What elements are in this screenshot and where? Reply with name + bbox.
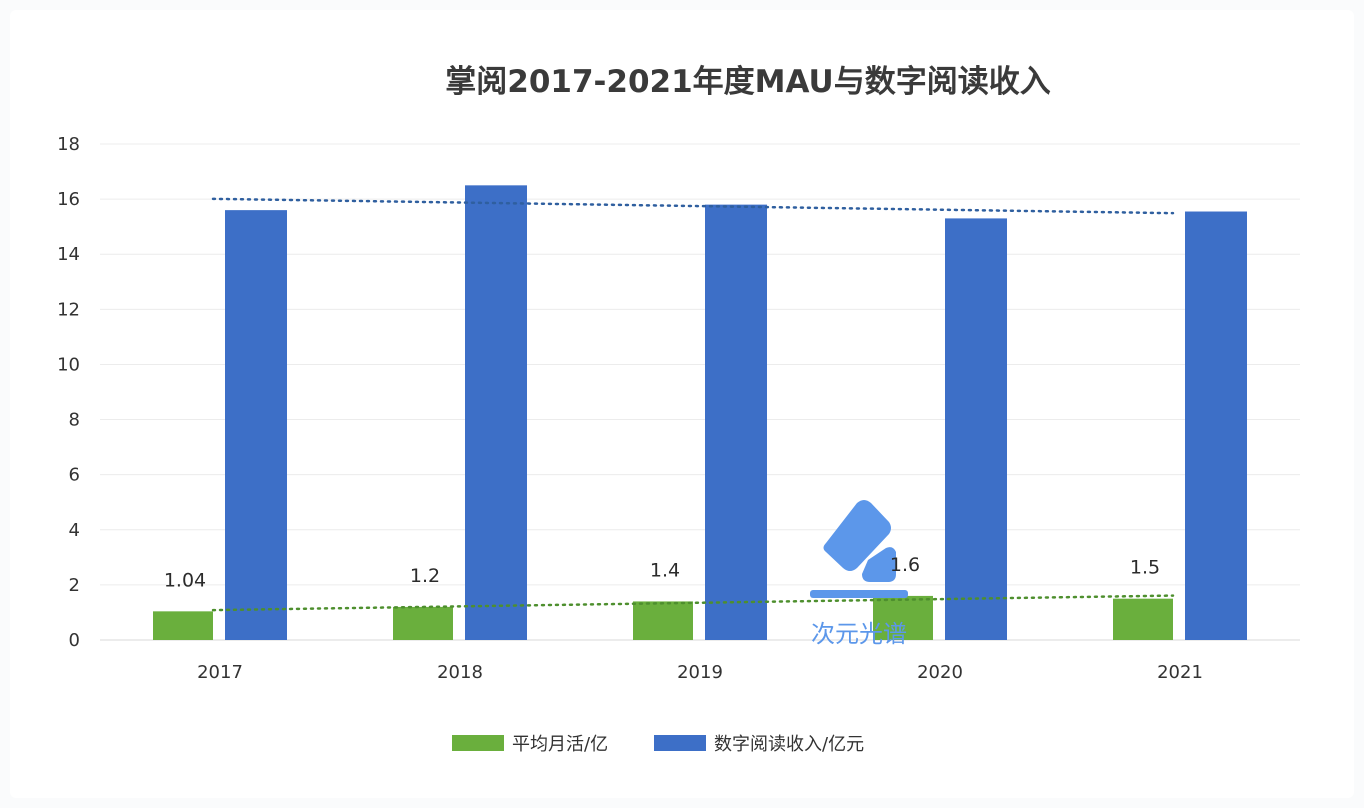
y-tick-label: 10: [57, 354, 80, 375]
x-tick-label: 2020: [917, 662, 963, 683]
watermark-text: 次元光谱: [811, 620, 907, 648]
x-axis-ticks: 2017 2018 2019 2020 2021: [197, 662, 1203, 683]
legend-label-mau: 平均月活/亿: [512, 734, 608, 755]
y-tick-label: 16: [57, 189, 80, 210]
bar-revenue-2018: [465, 185, 527, 641]
watermark-logo-icon: [810, 500, 908, 598]
y-tick-label: 0: [69, 630, 80, 651]
data-label-mau-2020: 1.6: [890, 554, 920, 576]
legend-swatch-revenue: [654, 735, 706, 751]
data-label-mau-2017: 1.04: [164, 569, 206, 591]
y-tick-label: 2: [69, 575, 80, 596]
bar-revenue-2021: [1185, 211, 1247, 640]
legend: 平均月活/亿 数字阅读收入/亿元: [452, 734, 864, 755]
trendline-mau: [211, 594, 1175, 612]
bar-mau-2021: [1113, 598, 1173, 640]
y-axis-ticks: 0 2 4 6 8 10 12 14 16 18: [57, 134, 80, 651]
x-tick-label: 2021: [1157, 662, 1203, 683]
bar-mau-2019: [633, 601, 693, 640]
legend-label-revenue: 数字阅读收入/亿元: [714, 734, 864, 755]
x-tick-label: 2017: [197, 662, 243, 683]
gridlines: [100, 143, 1300, 641]
y-tick-label: 18: [57, 134, 80, 155]
x-tick-label: 2019: [677, 662, 723, 683]
trendline-revenue: [211, 197, 1175, 215]
y-tick-label: 14: [57, 244, 80, 265]
legend-swatch-mau: [452, 735, 504, 751]
bar-revenue-2019: [705, 204, 767, 640]
bar-revenue-2017: [225, 210, 287, 640]
data-label-mau-2019: 1.4: [650, 559, 680, 581]
trendlines: [211, 197, 1175, 612]
chart-title: 掌阅2017-2021年度MAU与数字阅读收入: [445, 64, 1050, 100]
data-labels: 1.04 1.2 1.4 1.6 1.5: [164, 554, 1160, 591]
data-label-mau-2018: 1.2: [410, 565, 440, 587]
data-label-mau-2021: 1.5: [1130, 557, 1160, 579]
y-tick-label: 4: [69, 520, 80, 541]
bar-revenue-2020: [945, 218, 1007, 640]
y-tick-label: 12: [57, 299, 80, 320]
bar-mau-2018: [393, 606, 453, 640]
watermark: 次元光谱: [810, 500, 908, 648]
y-tick-label: 8: [69, 410, 80, 431]
bar-mau-2020: [873, 595, 933, 640]
bars: [153, 185, 1247, 641]
bar-mau-2017: [153, 611, 213, 640]
y-tick-label: 6: [69, 465, 80, 486]
x-tick-label: 2018: [437, 662, 483, 683]
